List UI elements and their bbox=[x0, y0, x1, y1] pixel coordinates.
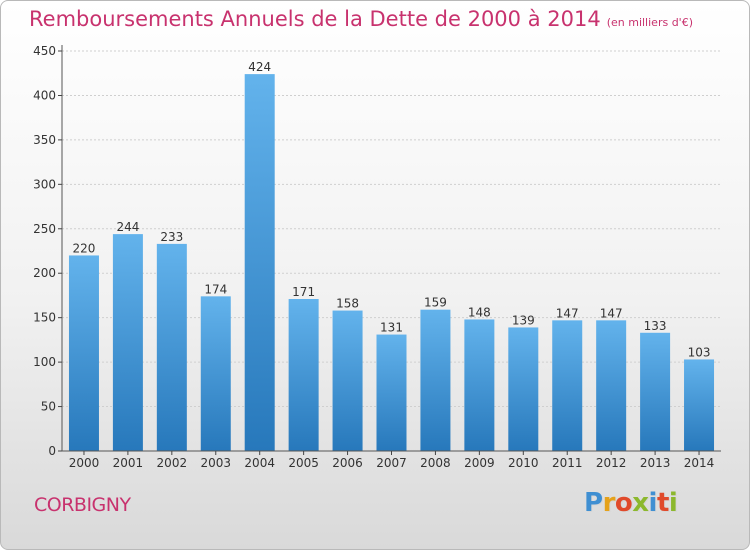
x-tick-label: 2013 bbox=[640, 456, 671, 470]
bar bbox=[244, 74, 275, 451]
bar bbox=[112, 234, 143, 451]
bars bbox=[68, 74, 715, 451]
y-tick-label: 400 bbox=[33, 88, 56, 102]
logo-letter: i bbox=[668, 488, 678, 518]
x-tick-label: 2002 bbox=[157, 456, 188, 470]
data-label: 147 bbox=[600, 306, 623, 320]
data-label: 424 bbox=[248, 60, 271, 74]
bar bbox=[156, 243, 187, 451]
y-tick-label: 350 bbox=[33, 133, 56, 147]
x-tick-label: 2007 bbox=[376, 456, 407, 470]
data-label: 159 bbox=[424, 296, 447, 310]
data-label: 103 bbox=[688, 345, 711, 359]
data-label: 158 bbox=[336, 297, 359, 311]
data-label: 148 bbox=[468, 305, 491, 319]
data-label: 171 bbox=[292, 285, 315, 299]
x-tick-label: 2009 bbox=[464, 456, 495, 470]
x-tick-label: 2008 bbox=[420, 456, 451, 470]
y-tick-label: 300 bbox=[33, 177, 56, 191]
logo-letter: t bbox=[656, 488, 669, 518]
y-tick-label: 100 bbox=[33, 355, 56, 369]
bar bbox=[200, 296, 231, 451]
y-tick-label: 450 bbox=[33, 44, 56, 58]
x-axis-ticks: 2000 2001 2002 2003 2004 2005 2006 2007 2008 2009… bbox=[69, 451, 715, 470]
logo-letter: x bbox=[632, 488, 649, 518]
x-tick-label: 2011 bbox=[552, 456, 583, 470]
logo-letter: o bbox=[614, 488, 633, 518]
chart-title-text: Remboursements Annuels de la Dette de 20… bbox=[29, 7, 601, 31]
chart-units: (en milliers d'€) bbox=[606, 16, 693, 29]
y-tick-label: 200 bbox=[33, 266, 56, 280]
bar bbox=[376, 334, 407, 451]
bar-chart: 0 50 100 150 200 250 300 350 400 450 2000 2001 2002… bbox=[33, 44, 721, 470]
bar bbox=[68, 255, 99, 451]
logo-letter: r bbox=[602, 488, 616, 518]
x-tick-label: 2000 bbox=[69, 456, 100, 470]
y-tick-label: 250 bbox=[33, 222, 56, 236]
bar bbox=[596, 320, 627, 451]
data-label: 244 bbox=[116, 220, 139, 234]
y-tick-label: 150 bbox=[33, 311, 56, 325]
x-tick-label: 2014 bbox=[684, 456, 715, 470]
y-tick-label: 0 bbox=[48, 444, 56, 458]
data-label: 220 bbox=[73, 241, 96, 255]
x-tick-label: 2001 bbox=[113, 456, 144, 470]
logo-letter: i bbox=[648, 488, 658, 518]
bar bbox=[684, 359, 715, 451]
x-tick-label: 2004 bbox=[244, 456, 275, 470]
data-label: 233 bbox=[160, 230, 183, 244]
bar bbox=[288, 299, 319, 451]
logo-letter: P bbox=[584, 488, 603, 518]
data-label: 147 bbox=[556, 306, 579, 320]
bar bbox=[420, 309, 451, 451]
bar bbox=[552, 320, 583, 451]
x-tick-label: 2005 bbox=[288, 456, 319, 470]
y-axis-ticks: 0 50 100 150 200 250 300 350 400 450 bbox=[33, 44, 62, 458]
bar bbox=[508, 327, 539, 451]
data-labels: 220 244 233 174 424 171 158 131 159 148 139 147 147 1… bbox=[73, 60, 711, 359]
data-label: 174 bbox=[204, 282, 227, 296]
data-label: 139 bbox=[512, 313, 535, 327]
bar bbox=[332, 310, 363, 451]
data-label: 131 bbox=[380, 321, 403, 335]
proxiti-logo[interactable]: Proxiti bbox=[584, 488, 678, 518]
x-tick-label: 2010 bbox=[508, 456, 539, 470]
x-tick-label: 2003 bbox=[200, 456, 231, 470]
bar bbox=[640, 332, 671, 451]
x-tick-label: 2012 bbox=[596, 456, 627, 470]
bar bbox=[464, 319, 495, 451]
commune-name: CORBIGNY bbox=[34, 494, 131, 516]
x-tick-label: 2006 bbox=[332, 456, 363, 470]
chart-title: Remboursements Annuels de la Dette de 20… bbox=[29, 7, 693, 31]
y-tick-label: 50 bbox=[41, 400, 56, 414]
data-label: 133 bbox=[644, 319, 667, 333]
